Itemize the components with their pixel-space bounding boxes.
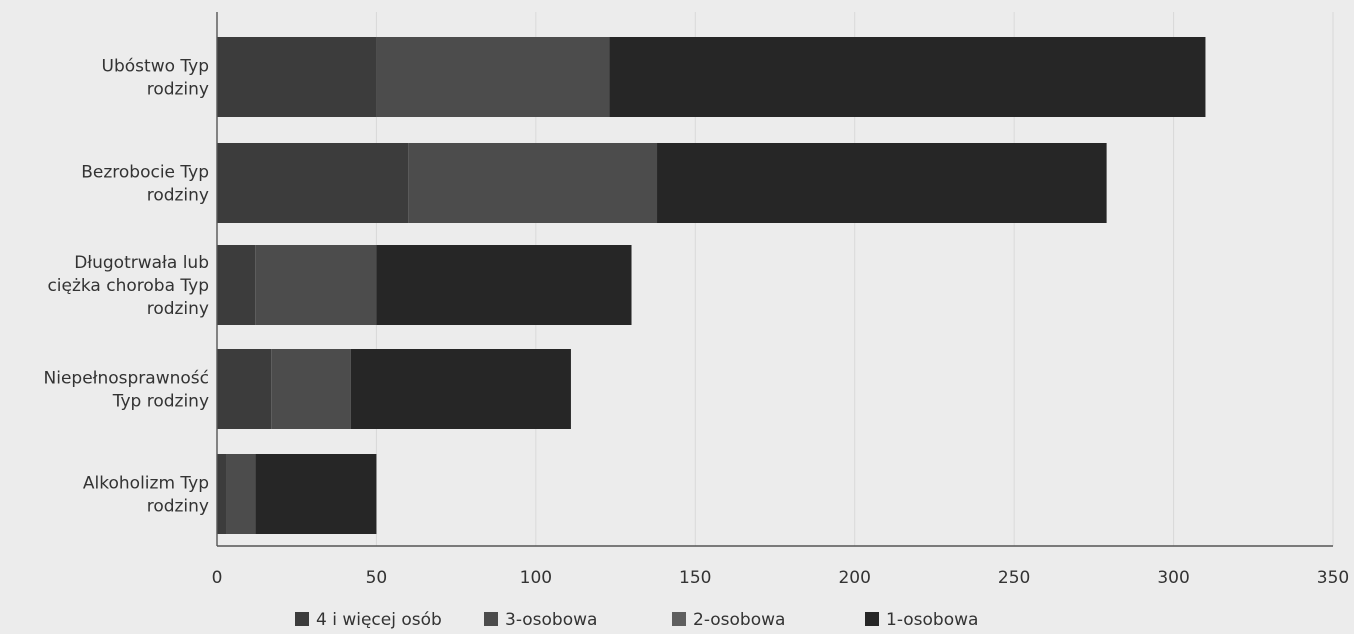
bar-segment-1-series-2 [376, 37, 610, 117]
bar-segment-3-series-1 [217, 245, 256, 325]
category-label-line: Ubóstwo Typ [102, 57, 209, 77]
bar-segment-5-series-1 [217, 454, 227, 534]
legend-swatch [484, 612, 498, 626]
legend-swatch [865, 612, 879, 626]
bar-segment-2-series-2 [408, 143, 658, 223]
legend-label: 1-osobowa [886, 610, 978, 630]
bar-segment-2-series-1 [217, 143, 409, 223]
category-label-3: Długotrwała lub ciężka choroba Typ rodziny [47, 253, 209, 319]
x-tick-label-200: 200 [838, 568, 870, 588]
category-label-line: ciężka choroba Typ [47, 276, 209, 296]
legend-swatch [295, 612, 309, 626]
legend-item-2: 3-osobowa [484, 610, 597, 630]
bar-segment-2-series-4 [657, 143, 1107, 223]
category-label-line: Typ rodziny [112, 392, 209, 412]
category-label-line: Bezrobocie Typ [81, 163, 209, 183]
bar-segment-1-series-1 [217, 37, 377, 117]
bar-segment-5-series-4 [255, 454, 377, 534]
category-label-line: rodziny [147, 299, 209, 319]
category-label-2: Bezrobocie Typ rodziny [81, 163, 209, 206]
legend-label: 2-osobowa [693, 610, 785, 630]
x-tick-label-0: 0 [212, 568, 223, 588]
x-tick-label-50: 50 [366, 568, 388, 588]
legend-item-3: 2-osobowa [672, 610, 785, 630]
x-tick-label-150: 150 [679, 568, 711, 588]
x-tick-label-300: 300 [1157, 568, 1189, 588]
bar-segment-4-series-1 [217, 349, 272, 429]
legend-swatch [672, 612, 686, 626]
legend-label: 3-osobowa [505, 610, 597, 630]
bar-segment-1-series-4 [609, 37, 1206, 117]
category-label-line: rodziny [147, 186, 209, 206]
category-label-5: Alkoholizm Typ rodziny [83, 474, 209, 517]
legend-item-1: 4 i więcej osób [295, 610, 442, 630]
legend: 4 i więcej osób 3-osobowa 2-osobowa 1-osobo… [295, 610, 978, 630]
x-tick-labels: 0 50 100 150 200 250 300 350 [212, 568, 1350, 588]
category-label-1: Ubóstwo Typ rodziny [102, 57, 209, 100]
bar-segment-3-series-2 [255, 245, 377, 325]
bars-layer [217, 37, 1206, 534]
x-tick-label-350: 350 [1317, 568, 1349, 588]
category-label-line: Niepełnosprawność [44, 369, 210, 389]
category-label-line: Alkoholizm Typ [83, 474, 209, 494]
legend-label: 4 i więcej osób [316, 610, 442, 630]
bar-segment-4-series-2 [271, 349, 351, 429]
bar-segment-3-series-4 [376, 245, 632, 325]
bar-segment-5-series-2 [226, 454, 256, 534]
category-label-line: Długotrwała lub [74, 253, 209, 273]
bar-segment-4-series-4 [350, 349, 571, 429]
x-tick-label-250: 250 [998, 568, 1030, 588]
axis-layer [216, 12, 1333, 547]
category-label-line: rodziny [147, 497, 209, 517]
category-label-line: rodziny [147, 80, 209, 100]
legend-item-4: 1-osobowa [865, 610, 978, 630]
x-tick-label-100: 100 [520, 568, 552, 588]
category-label-4: Niepełnosprawność Typ rodziny [44, 369, 210, 412]
